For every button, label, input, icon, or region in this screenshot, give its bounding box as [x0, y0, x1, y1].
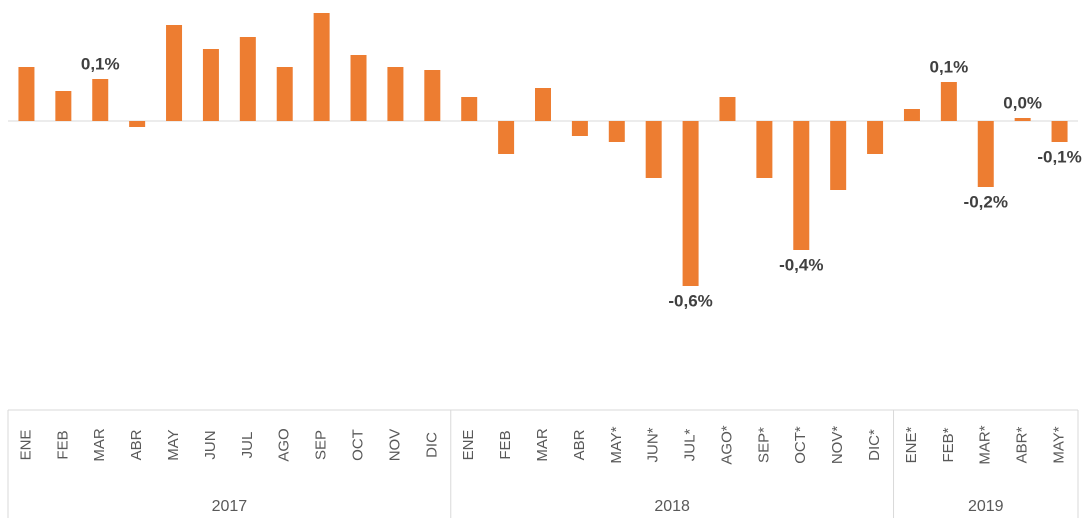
bar [55, 91, 72, 121]
bar [129, 121, 146, 127]
x-tick-label: ABR* [1014, 427, 1031, 464]
x-tick-label: MAY* [1051, 426, 1068, 463]
bar [92, 79, 109, 121]
bar [608, 121, 625, 142]
x-tick-label: OCT [349, 429, 366, 461]
x-tick-label: AGO* [718, 425, 735, 464]
bar [387, 67, 404, 121]
bar [313, 13, 330, 121]
x-tick-label: ABR [128, 429, 145, 460]
bar [830, 121, 847, 190]
x-tick-label: ABR [571, 429, 588, 460]
data-label: -0,1% [1037, 147, 1081, 166]
x-tick-label: NOV [386, 429, 403, 462]
bar [719, 97, 736, 121]
data-label: 0,1% [81, 54, 120, 73]
data-label: -0,2% [964, 192, 1008, 211]
bar [498, 121, 515, 154]
data-label: 0,1% [929, 57, 968, 76]
bar [461, 97, 478, 121]
bar [276, 67, 293, 121]
x-tick-label: NOV* [829, 426, 846, 465]
group-label: 2019 [968, 498, 1004, 515]
x-tick-label: DIC [423, 432, 440, 458]
bar [793, 121, 810, 250]
x-tick-label: MAR [91, 428, 108, 462]
bar [903, 109, 920, 121]
x-tick-label: OCT* [792, 426, 809, 464]
data-label: -0,4% [779, 255, 823, 274]
bar [867, 121, 884, 154]
bar [1051, 121, 1068, 142]
data-label: -0,6% [668, 291, 712, 310]
x-tick-label: JUN* [645, 427, 662, 462]
bar [350, 55, 367, 121]
bar [424, 70, 441, 121]
bar [940, 82, 957, 121]
x-tick-label: MAY [165, 429, 182, 460]
bar [571, 121, 588, 136]
bar [202, 49, 219, 121]
group-label: 2018 [654, 498, 690, 515]
x-tick-label: JUL* [682, 429, 699, 462]
x-tick-label: DIC* [866, 429, 883, 461]
x-tick-label: MAR* [977, 425, 994, 464]
x-tick-label: FEB [54, 430, 71, 459]
x-tick-label: JUL [239, 432, 256, 459]
bar [645, 121, 662, 178]
x-tick-label: ENE [460, 430, 477, 461]
x-tick-label: SEP [313, 430, 330, 460]
bar [1014, 118, 1031, 121]
bar [977, 121, 994, 187]
bar [18, 67, 35, 121]
x-tick-label: AGO [276, 428, 293, 461]
x-tick-label: ENE* [903, 427, 920, 464]
bar [166, 25, 183, 121]
group-label: 2017 [212, 498, 248, 515]
x-tick-label: MAR [534, 428, 551, 462]
bar [756, 121, 773, 178]
x-tick-label: MAY* [608, 426, 625, 463]
x-tick-label: SEP* [755, 427, 772, 463]
data-label: 0,0% [1003, 93, 1042, 112]
x-tick-label: FEB* [940, 427, 957, 462]
bar [239, 37, 256, 121]
x-tick-label: JUN [202, 430, 219, 459]
bar [682, 121, 699, 286]
x-tick-label: FEB [497, 430, 514, 459]
x-tick-label: ENE [17, 430, 34, 461]
bar [535, 88, 551, 121]
